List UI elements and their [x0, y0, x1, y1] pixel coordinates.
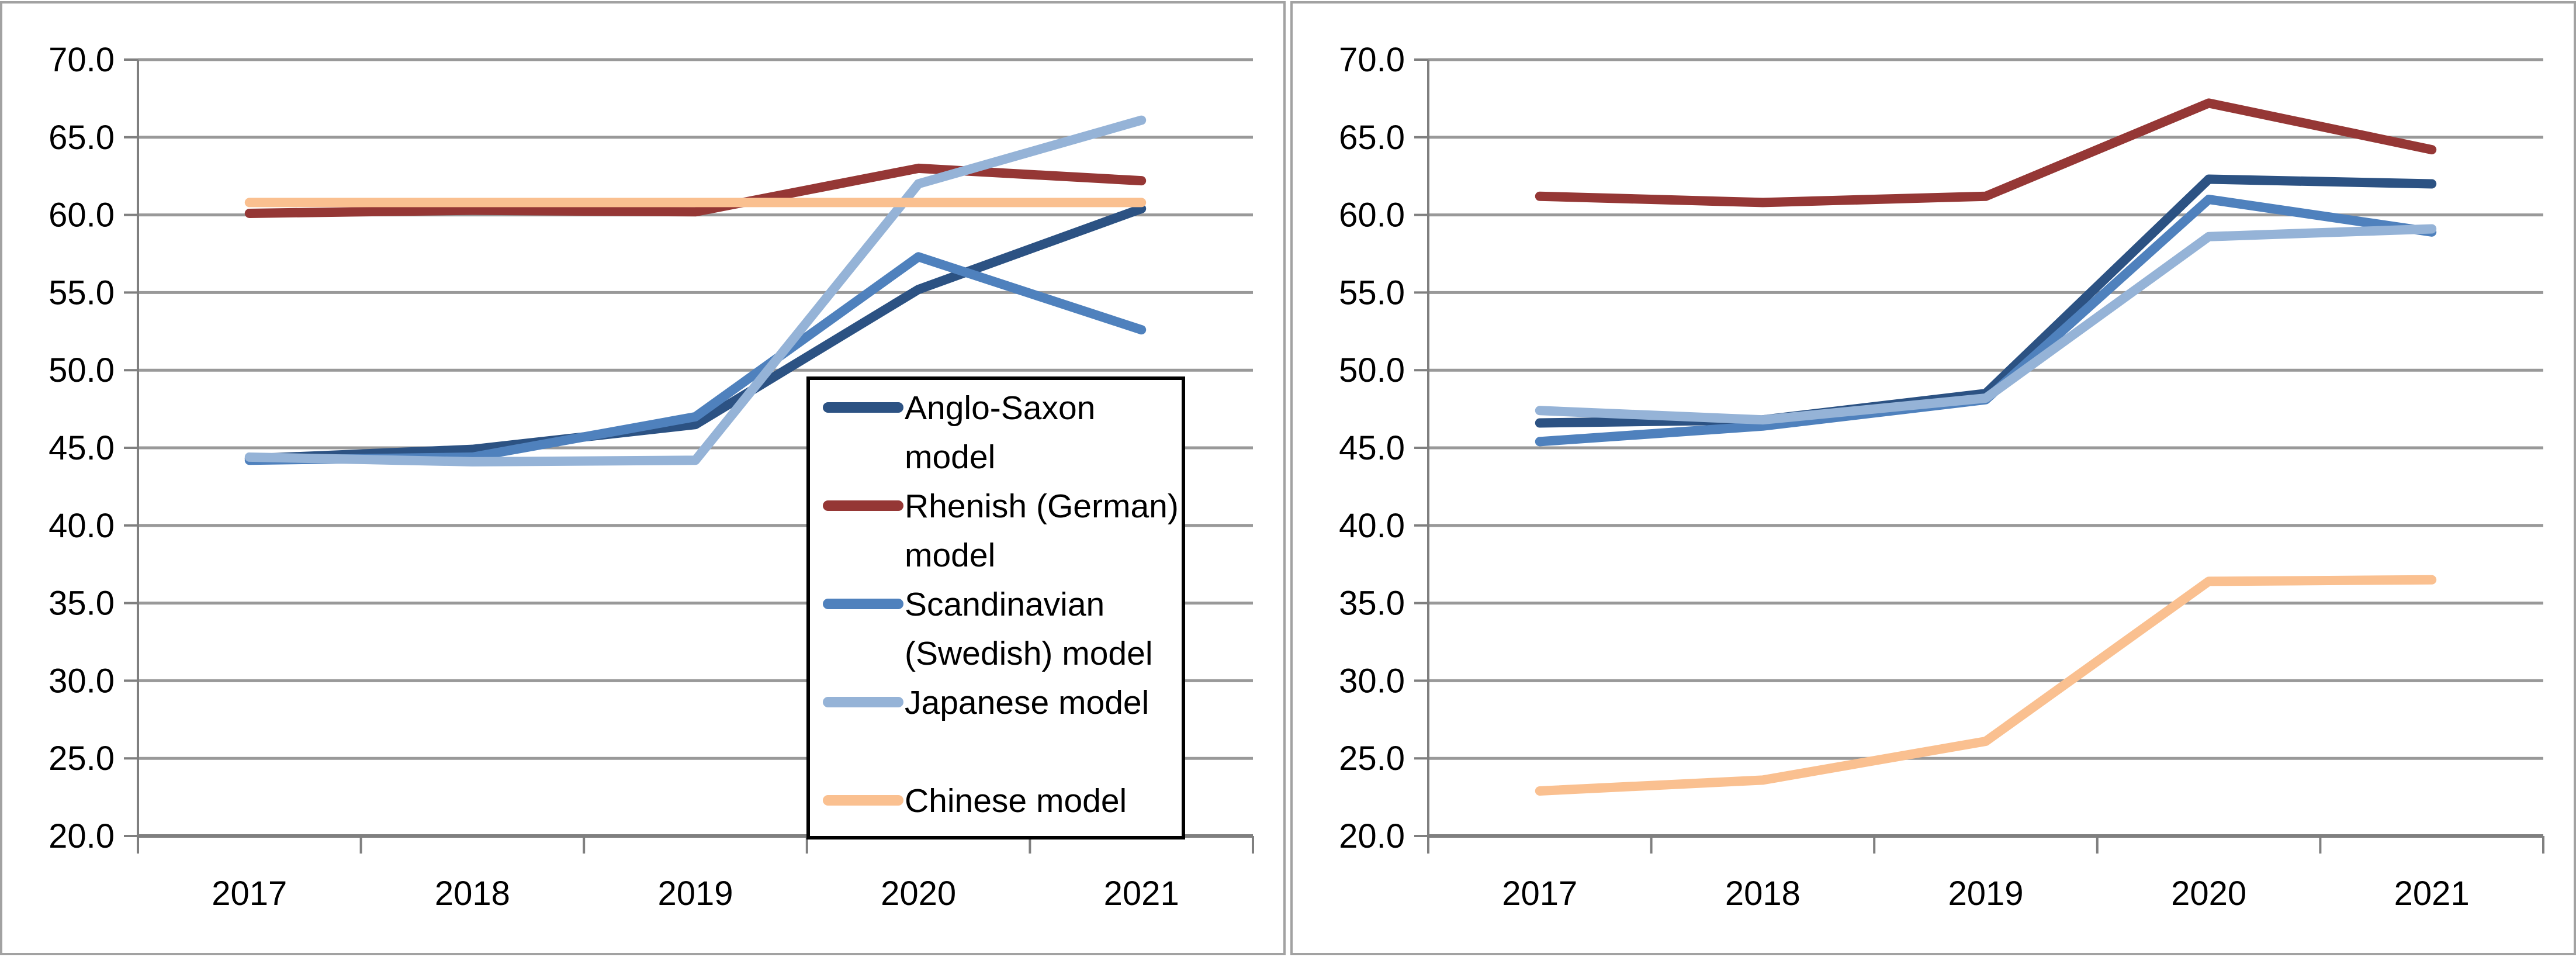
y-axis-label: 60.0 [49, 196, 115, 234]
legend-label-rhenish: Rhenish (German) model [905, 488, 1179, 574]
series-line-japanese-model [1535, 224, 2437, 425]
y-axis-label: 65.0 [1339, 119, 1405, 157]
y-axis-label: 25.0 [49, 740, 115, 778]
y-axis-label: 45.0 [49, 429, 115, 467]
series-line-rhenish-german-model [1535, 98, 2437, 208]
y-axis-label: 60.0 [1339, 196, 1405, 234]
x-axis-label: 2021 [2394, 875, 2470, 913]
chart-legend: Anglo-Saxon model Rhenish (German) model… [806, 376, 1185, 839]
chart-panel-left: 70.0 65.0 60.0 55.0 50.0 45.0 40.0 35.0 30.0 25.0… [0, 1, 1286, 955]
legend-swatch-scandinavian [823, 599, 903, 609]
legend-label-scandinavian: Scandinavian (Swedish) model [905, 586, 1153, 672]
y-axis-label: 65.0 [49, 119, 115, 157]
legend-item-chinese: Chinese model [823, 776, 1182, 825]
x-axis-label: 2018 [1725, 875, 1801, 913]
y-axis-label: 40.0 [49, 507, 115, 545]
y-axis-label: 20.0 [1339, 817, 1405, 855]
legend-swatch-rhenish [823, 500, 903, 511]
y-axis-label: 35.0 [1339, 585, 1405, 623]
series-line-anglo-saxon-model [244, 203, 1147, 464]
series-line-rhenish-german-model [244, 163, 1147, 218]
legend-swatch-japanese [823, 697, 903, 707]
y-axis-label: 70.0 [1339, 41, 1405, 79]
legend-item-rhenish: Rhenish (German) model [823, 482, 1182, 580]
x-axis-label: 2017 [212, 875, 287, 913]
x-axis-label: 2017 [1502, 875, 1577, 913]
series-line-chinese-model [1535, 575, 2437, 796]
chart-panel-right: 70.0 65.0 60.0 55.0 50.0 45.0 40.0 35.0 30.0 25.0… [1290, 1, 2576, 955]
x-axis-label: 2021 [1104, 875, 1179, 913]
y-axis-label: 35.0 [49, 585, 115, 623]
y-axis-label: 45.0 [1339, 429, 1405, 467]
legend-item-japanese: Japanese model [823, 678, 1182, 727]
y-axis-label: 55.0 [49, 274, 115, 312]
y-axis-label: 25.0 [1339, 740, 1405, 778]
y-axis-label: 70.0 [49, 41, 115, 79]
x-axis-label: 2020 [2171, 875, 2246, 913]
legend-label-japanese: Japanese model [905, 684, 1149, 721]
y-axis-label: 50.0 [1339, 351, 1405, 389]
legend-label-anglo-saxon: Anglo-Saxon model [905, 389, 1096, 476]
x-axis-label: 2020 [881, 875, 956, 913]
x-axis-label: 2019 [1948, 875, 2023, 913]
y-axis-label: 50.0 [49, 351, 115, 389]
y-axis-label: 30.0 [49, 662, 115, 700]
line-chart-right: 70.0 65.0 60.0 55.0 50.0 45.0 40.0 35.0 30.0 25.0… [1293, 4, 2574, 953]
y-axis-label: 40.0 [1339, 507, 1405, 545]
y-axis-label: 20.0 [49, 817, 115, 855]
y-axis-label: 30.0 [1339, 662, 1405, 700]
series-line-japanese-model [244, 115, 1147, 467]
legend-label-chinese: Chinese model [905, 782, 1127, 820]
legend-item-anglo-saxon: Anglo-Saxon model [823, 384, 1182, 482]
legend-swatch-chinese [823, 795, 903, 806]
chart-svg: 70.0 65.0 60.0 55.0 50.0 45.0 40.0 35.0 30.0 25.0… [1339, 41, 2544, 913]
legend-item-scandinavian: Scandinavian (Swedish) model [823, 580, 1182, 678]
y-axis-label: 55.0 [1339, 274, 1405, 312]
x-axis-label: 2019 [657, 875, 733, 913]
x-axis-label: 2018 [435, 875, 510, 913]
legend-swatch-anglo-saxon [823, 402, 903, 413]
